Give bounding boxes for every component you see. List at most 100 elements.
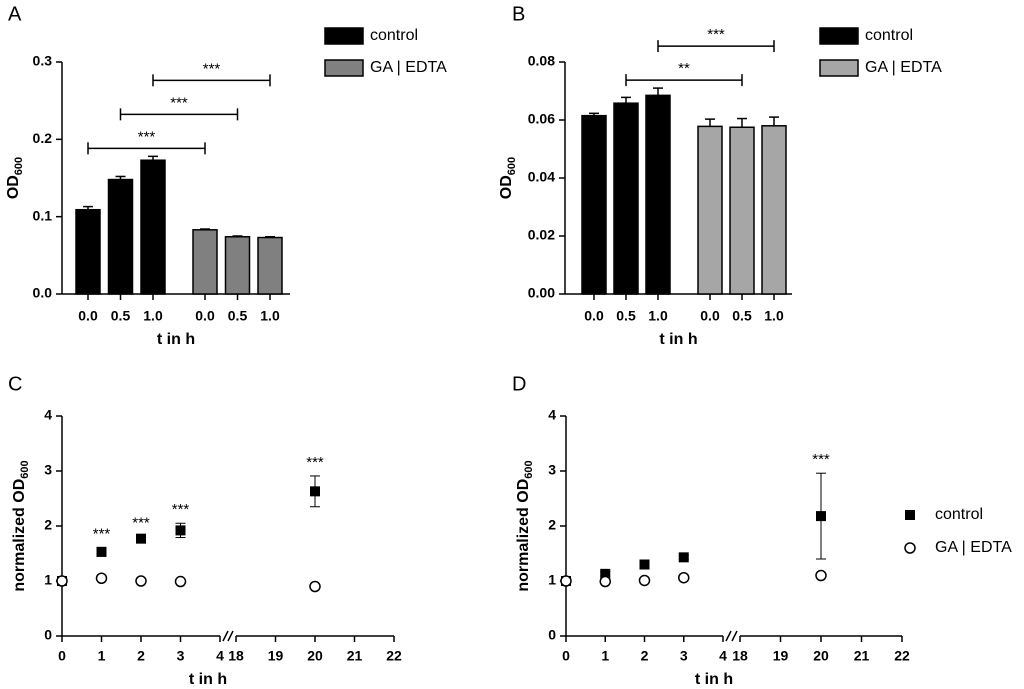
point xyxy=(310,486,320,497)
axis-break xyxy=(731,630,738,642)
x-tick-label: 4 xyxy=(719,648,727,664)
x-tick-label: 1 xyxy=(601,648,609,664)
y-axis-label: normalized OD600 xyxy=(11,460,31,591)
legend-swatch xyxy=(324,27,364,45)
bar xyxy=(107,178,134,295)
x-axis-label: t in h xyxy=(695,671,733,688)
bar xyxy=(581,114,607,295)
point xyxy=(175,525,186,536)
point xyxy=(136,533,146,544)
x-tick-label: 19 xyxy=(773,648,789,664)
legend-label: control xyxy=(865,27,913,44)
y-tick-label: 4 xyxy=(548,407,556,423)
panel-label: C xyxy=(8,373,22,395)
bar xyxy=(729,126,755,295)
y-label-sub: 600 xyxy=(506,157,518,175)
axis-break xyxy=(222,630,229,642)
x-tick-label: 4 xyxy=(216,648,224,664)
x-tick-label: 0 xyxy=(562,648,570,664)
legend-label: control xyxy=(370,27,418,44)
y-tick-label: 3 xyxy=(44,462,52,478)
point xyxy=(639,559,650,570)
x-tick-label: 0.5 xyxy=(732,308,752,324)
x-tick-label: 0.5 xyxy=(616,308,636,324)
point xyxy=(815,569,827,582)
x-tick-label: 0 xyxy=(58,648,66,664)
bar xyxy=(192,229,218,295)
x-tick-label: 0.0 xyxy=(700,308,720,324)
bar xyxy=(257,236,283,295)
y-label-sub: 600 xyxy=(19,460,31,478)
legend-swatch xyxy=(819,27,859,45)
y-label-text: normalized OD xyxy=(515,479,532,592)
panel-label: D xyxy=(512,373,526,395)
x-axis-label: t in h xyxy=(659,331,697,348)
legend-marker xyxy=(905,510,915,520)
y-tick-label: 0.2 xyxy=(33,130,53,146)
x-tick-label: 19 xyxy=(268,648,284,664)
bar xyxy=(645,94,671,295)
x-tick-label: 2 xyxy=(641,648,649,664)
bar xyxy=(140,159,166,295)
legend-label: GA | EDTA xyxy=(865,59,942,76)
bar xyxy=(761,125,787,295)
point xyxy=(816,511,826,522)
x-tick-label: 22 xyxy=(894,648,910,664)
x-tick-label: 21 xyxy=(347,648,363,664)
significance: *** xyxy=(170,94,188,111)
point xyxy=(95,572,108,584)
x-tick-label: 21 xyxy=(854,648,870,664)
x-tick-label: 20 xyxy=(307,648,323,664)
point xyxy=(96,546,107,557)
legend-swatch xyxy=(324,59,364,77)
significance: *** xyxy=(812,451,830,468)
point xyxy=(600,568,611,579)
legend-marker xyxy=(904,542,916,554)
y-tick-label: 0.1 xyxy=(33,207,53,223)
y-tick-label: 2 xyxy=(548,517,556,533)
x-tick-label: 1.0 xyxy=(143,308,163,324)
x-tick-label: 20 xyxy=(813,648,829,664)
y-axis-label: OD600 xyxy=(498,157,518,199)
y-label-text: OD xyxy=(5,175,22,199)
y-tick-label: 0.00 xyxy=(528,285,555,301)
y-axis-label: normalized OD600 xyxy=(515,460,535,591)
x-tick-label: 3 xyxy=(177,648,185,664)
legend-label: control xyxy=(935,506,983,523)
y-tick-label: 0.08 xyxy=(528,53,555,69)
x-tick-label: 18 xyxy=(228,648,244,664)
y-axis-label: OD600 xyxy=(5,157,25,199)
y-label-text: OD xyxy=(498,175,515,199)
legend-label: GA | EDTA xyxy=(370,59,447,76)
x-tick-label: 0.0 xyxy=(584,308,604,324)
y-tick-label: 3 xyxy=(548,462,556,478)
x-tick-label: 0.0 xyxy=(195,308,215,324)
x-tick-label: 1 xyxy=(98,648,106,664)
y-tick-label: 0.0 xyxy=(33,285,53,301)
x-tick-label: 2 xyxy=(137,648,145,664)
point xyxy=(599,575,611,588)
x-tick-label: 1.0 xyxy=(260,308,280,324)
bar xyxy=(75,208,101,295)
y-tick-label: 4 xyxy=(44,407,52,423)
bar xyxy=(224,236,251,295)
significance: *** xyxy=(707,26,725,43)
y-tick-label: 0.02 xyxy=(528,227,555,243)
axis-break xyxy=(725,630,732,642)
legend-label: GA | EDTA xyxy=(935,539,1012,556)
x-axis-label: t in h xyxy=(189,671,227,688)
point xyxy=(135,575,147,587)
bar xyxy=(613,102,639,295)
y-tick-label: 2 xyxy=(44,517,52,533)
x-tick-label: 0.5 xyxy=(111,308,131,324)
y-label-text: normalized OD xyxy=(11,479,28,592)
x-tick-label: 1.0 xyxy=(648,308,668,324)
bar xyxy=(697,125,723,295)
point xyxy=(56,575,68,587)
significance: *** xyxy=(306,454,324,471)
x-tick-label: 0.0 xyxy=(78,308,98,324)
point xyxy=(678,571,690,584)
y-tick-label: 1 xyxy=(548,572,556,588)
panel-label: A xyxy=(8,3,22,25)
